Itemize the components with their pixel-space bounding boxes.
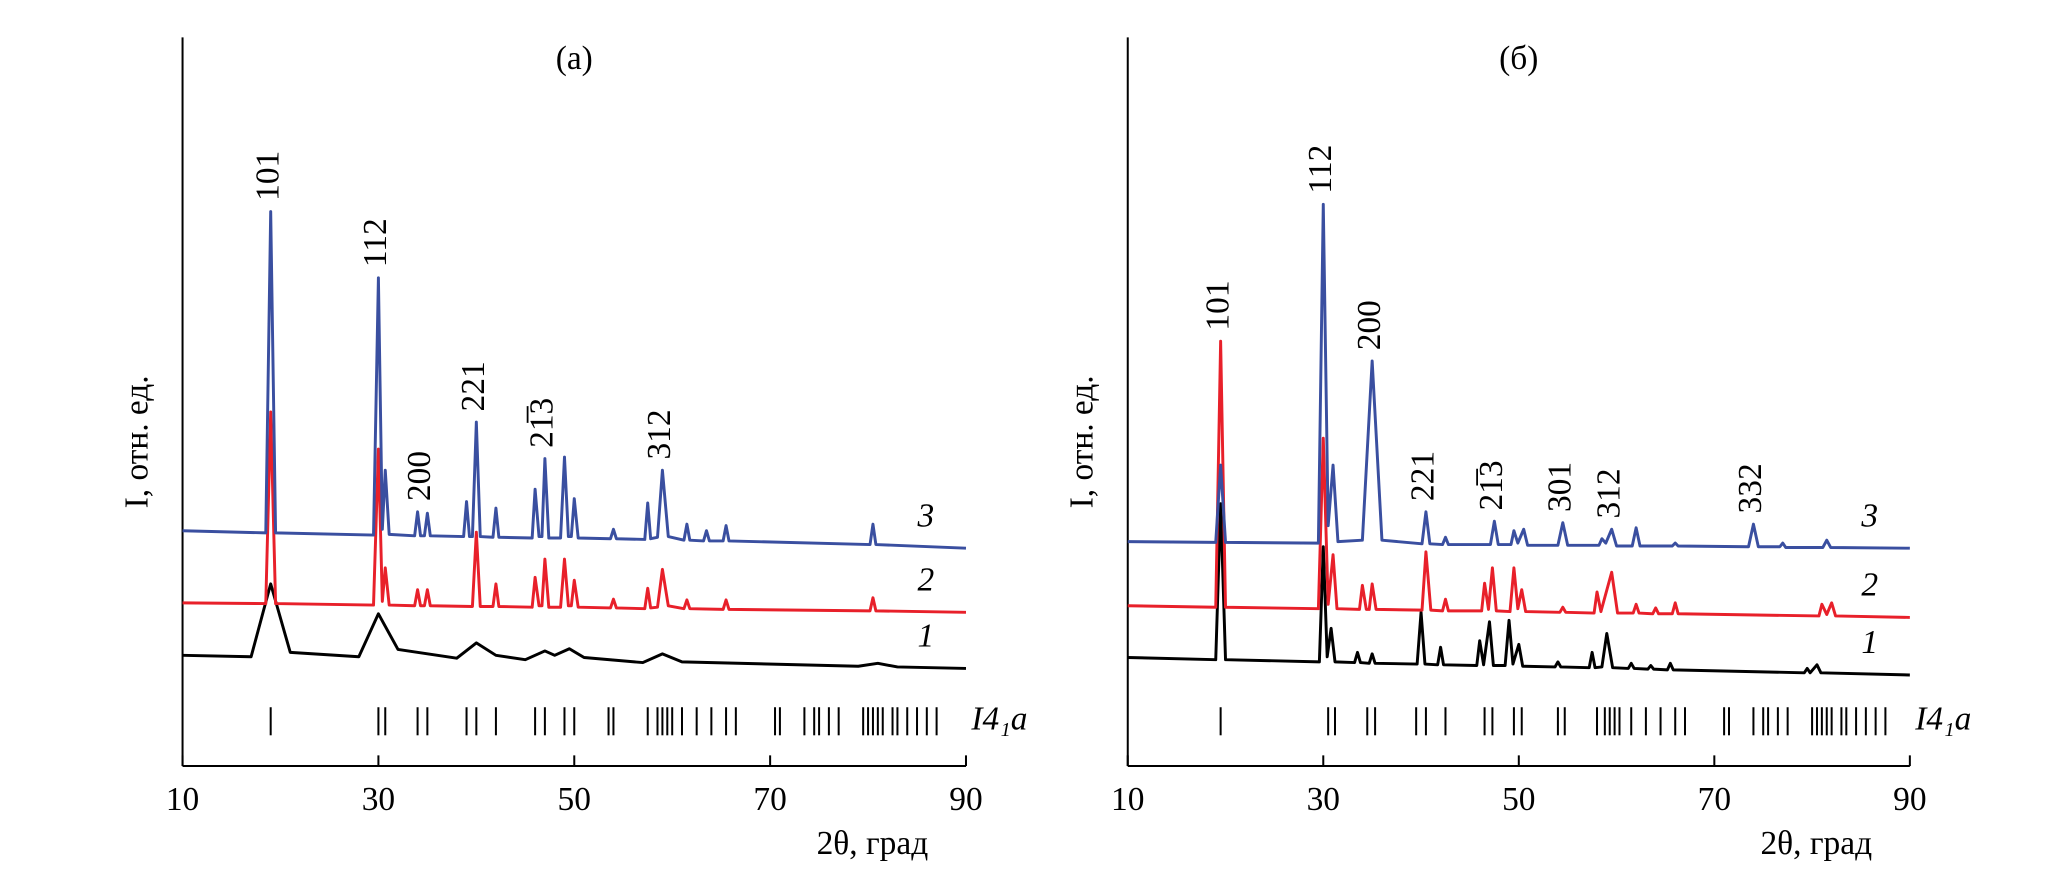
series-label: 1 [918, 618, 935, 655]
peak-label: 332 [1732, 463, 1769, 513]
reflection-label: I4₁a [970, 701, 1027, 738]
peak-label: 200 [1351, 300, 1388, 350]
spectrum-line [1127, 502, 1910, 677]
x-tick-label: 70 [1698, 781, 1731, 818]
series-label: 3 [1860, 497, 1878, 534]
x-tick-label: 50 [558, 781, 591, 818]
x-tick-label: 50 [1502, 781, 1535, 818]
x-tick-label: 90 [1893, 781, 1926, 818]
spectrum-line [182, 410, 967, 614]
x-tick-label: 70 [753, 781, 786, 818]
series-label: 1 [1861, 624, 1878, 661]
chart-title: (б) [1499, 40, 1538, 77]
x-tick-label: 10 [1111, 781, 1144, 818]
spectrum-line [182, 582, 967, 670]
peak-label: 21̅3 [1473, 460, 1510, 510]
peak-label: 301 [1541, 462, 1578, 512]
panel: 10 30 50 70 90 (a) 2θ, град I, отн. ед. 1 2 3 101 11… [118, 37, 1027, 862]
x-tick-label: 10 [166, 781, 199, 818]
spectrum-line [1127, 339, 1910, 619]
x-axis-label: 2θ, град [1760, 825, 1872, 862]
peak-label: 101 [1199, 280, 1236, 330]
peak-label: 221 [1405, 451, 1442, 501]
series-label: 2 [918, 562, 935, 599]
chart-title: (a) [556, 40, 593, 77]
peak-label: 200 [401, 451, 438, 501]
panel: 10 30 50 70 90 (б) 2θ, град I, отн. ед. 1 2 3 101 11… [1064, 37, 1971, 862]
series-label: 2 [1861, 567, 1878, 604]
y-axis-label: I, отн. ед. [118, 375, 155, 508]
peak-label: 101 [249, 151, 286, 201]
peak-label: 21̅3 [524, 398, 561, 448]
x-tick-label: 90 [949, 781, 982, 818]
peak-label: 112 [1302, 145, 1339, 194]
peak-label: 312 [1590, 468, 1627, 518]
reflection-label: I4₁a [1914, 701, 1971, 738]
series-label: 3 [917, 497, 935, 534]
x-tick-label: 30 [362, 781, 395, 818]
spectrum-line [182, 210, 967, 550]
peak-label: 312 [641, 409, 678, 459]
x-tick-label: 30 [1307, 781, 1340, 818]
x-axis-label: 2θ, град [817, 825, 929, 862]
spectrum-line [1127, 202, 1910, 550]
peak-label: 112 [357, 218, 394, 267]
peak-label: 221 [455, 361, 492, 411]
y-axis-label: I, отн. ед. [1064, 375, 1101, 508]
